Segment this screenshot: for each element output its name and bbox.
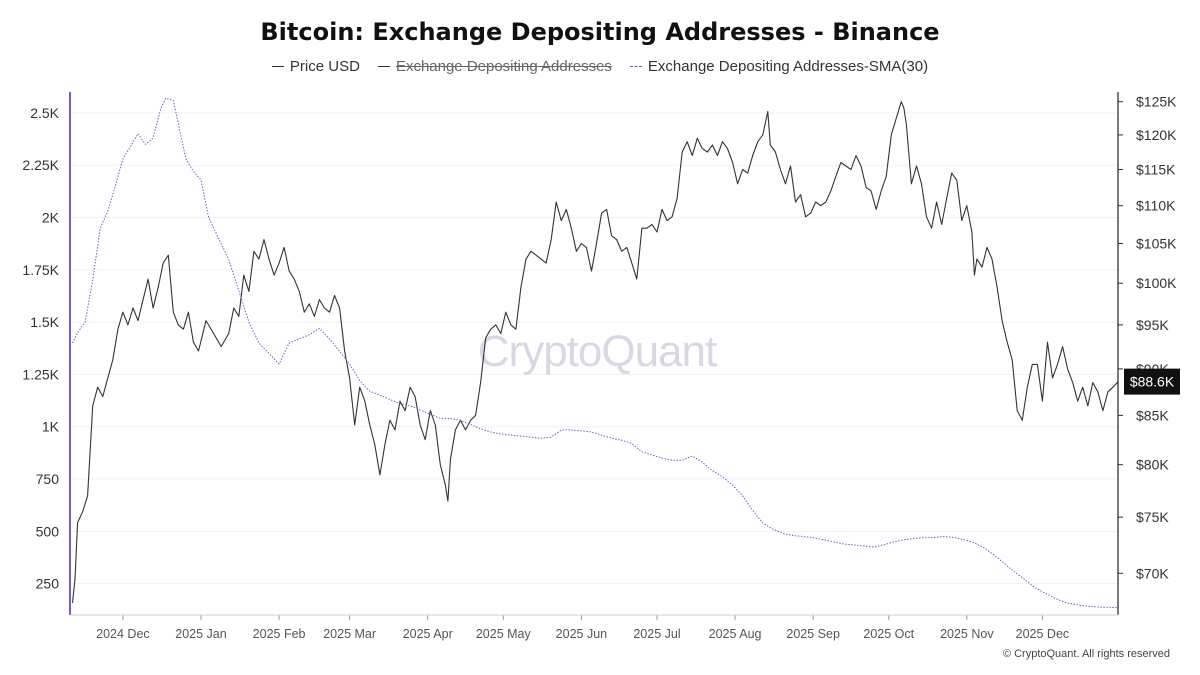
- y-right-tick-label: $100K: [1136, 275, 1177, 291]
- price-tag-bg: [1124, 368, 1180, 395]
- legend-item-exchange-depositing-addresses[interactable]: Exchange Depositing Addresses: [377, 58, 612, 75]
- y-right-tick-label: $70K: [1136, 565, 1169, 581]
- legend-item-price-usd[interactable]: Price USD: [271, 58, 360, 75]
- x-tick-label: 2025 Dec: [1016, 627, 1070, 641]
- y-left-tick-label: 1.5K: [30, 314, 59, 330]
- legend-label: Price USD: [289, 58, 360, 75]
- y-right-tick-label: $110K: [1136, 198, 1176, 214]
- legend-label: Exchange Depositing Addresses: [395, 58, 612, 75]
- x-tick-label: 2025 Feb: [253, 627, 306, 641]
- series-group: [71, 97, 1119, 609]
- x-tick-label: 2025 Jul: [633, 627, 680, 641]
- x-tick-label: 2025 Mar: [323, 627, 376, 641]
- current-price-tag: $88.6K: [1124, 368, 1180, 395]
- legend-label: Exchange Depositing Addresses-SMA(30): [647, 58, 929, 75]
- copyright: © CryptoQuant. All rights reserved: [1002, 648, 1170, 660]
- x-tick-label: 2025 Jan: [175, 627, 226, 641]
- x-tick-label: 2024 Dec: [96, 627, 150, 641]
- y-right-tick-label: $125K: [1136, 94, 1177, 110]
- price-usd-line: [71, 101, 1119, 603]
- x-tick-label: 2025 Sep: [786, 627, 840, 641]
- y-right-tick-label: $95K: [1136, 317, 1169, 333]
- y-left-tick-label: 250: [36, 576, 60, 592]
- y-left-tick-label: 1.25K: [22, 366, 59, 382]
- line-swatch-icon: [271, 66, 284, 67]
- legend-item-sma30[interactable]: Exchange Depositing Addresses-SMA(30): [629, 58, 929, 75]
- dashed-line-swatch-icon: [629, 66, 642, 67]
- price-tag-label: $88.6K: [1130, 374, 1175, 390]
- y-left-tick-label: 1K: [42, 419, 60, 435]
- watermark: CryptoQuant: [478, 327, 717, 376]
- y-left-tick-label: 2.25K: [22, 157, 59, 173]
- x-tick-label: 2025 Aug: [709, 627, 762, 641]
- x-tick-label: 2025 Oct: [863, 627, 914, 641]
- chart-title: Bitcoin: Exchange Depositing Addresses -…: [260, 18, 940, 46]
- y-right-tick-label: $75K: [1136, 509, 1169, 525]
- y-left-tick-label: 500: [36, 523, 60, 539]
- grid: [70, 112, 1118, 585]
- x-tick-label: 2025 Jun: [556, 627, 607, 641]
- x-tick-label: 2025 Apr: [403, 627, 453, 641]
- x-tick-label: 2025 Nov: [940, 627, 994, 641]
- axes: 250 500 750 1K 1.25K 1.5K 1.75K 2K 2.25K 2.5K $70K…: [22, 92, 1177, 641]
- legend: Price USD Exchange Depositing Addresses …: [0, 58, 1200, 75]
- y-left-tick-label: 750: [36, 471, 60, 487]
- y-right-tick-label: $105K: [1136, 236, 1177, 252]
- y-right-tick-label: $115K: [1136, 162, 1176, 178]
- y-right-tick-label: $80K: [1136, 457, 1169, 473]
- y-left-tick-label: 1.75K: [22, 262, 59, 278]
- y-left-tick-label: 2.5K: [30, 105, 59, 121]
- y-right-tick-label: $85K: [1136, 407, 1169, 423]
- y-left-tick-label: 2K: [42, 210, 60, 226]
- line-swatch-icon: [377, 66, 390, 67]
- y-right-tick-label: $120K: [1136, 127, 1177, 143]
- x-tick-label: 2025 May: [476, 627, 532, 641]
